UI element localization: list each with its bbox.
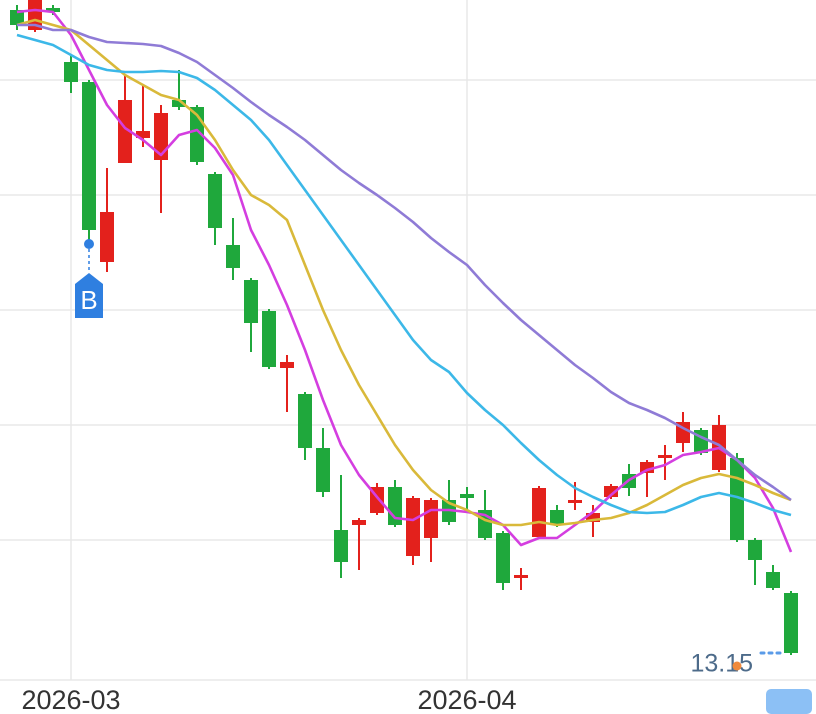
- candle-body: [496, 533, 510, 583]
- ma-line: [17, 23, 792, 502]
- candle-body: [226, 245, 240, 268]
- candle-body: [784, 593, 798, 653]
- candle-body: [748, 540, 762, 560]
- candle-body: [82, 82, 96, 230]
- ma-line: [16, 33, 792, 517]
- candle-body: [460, 494, 474, 498]
- candle-body: [262, 311, 276, 367]
- low-label: 13.15: [690, 650, 753, 678]
- candle-body: [640, 462, 654, 473]
- candle-body: [208, 174, 222, 228]
- candle-body: [568, 500, 582, 503]
- candle-body: [514, 575, 528, 578]
- candle-body: [298, 394, 312, 448]
- ma-line: [16, 8, 793, 553]
- candle-body: [406, 498, 420, 556]
- signal-dot: [84, 239, 94, 249]
- candle-body: [316, 448, 330, 492]
- candles: [10, 0, 798, 655]
- candle-body: [100, 212, 114, 262]
- candle-body: [352, 520, 366, 525]
- candle-body: [10, 10, 24, 25]
- ma-line: [16, 18, 792, 527]
- candle-body: [118, 100, 132, 163]
- x-tick-label: 2026-04: [417, 685, 516, 714]
- x-tick-label: 2026-03: [21, 685, 120, 714]
- low-dot: [732, 661, 742, 671]
- candle-body: [244, 280, 258, 323]
- candle-body: [280, 362, 294, 368]
- candle-body: [28, 0, 42, 30]
- candle-body: [154, 113, 168, 160]
- scroll-button[interactable]: [766, 689, 812, 714]
- candle-body: [334, 530, 348, 562]
- candle-body: [658, 455, 672, 458]
- candle-body: [550, 510, 564, 524]
- candle-body: [604, 486, 618, 497]
- candle-body: [172, 100, 186, 107]
- candle-body: [136, 131, 150, 138]
- candle-body: [532, 488, 546, 537]
- candle-body: [424, 500, 438, 538]
- signal-label: B: [80, 285, 97, 315]
- candle-body: [586, 513, 600, 522]
- candle-body: [766, 572, 780, 588]
- candle-body: [64, 62, 78, 82]
- candle-body: [46, 8, 60, 12]
- signal-badge: [75, 273, 103, 318]
